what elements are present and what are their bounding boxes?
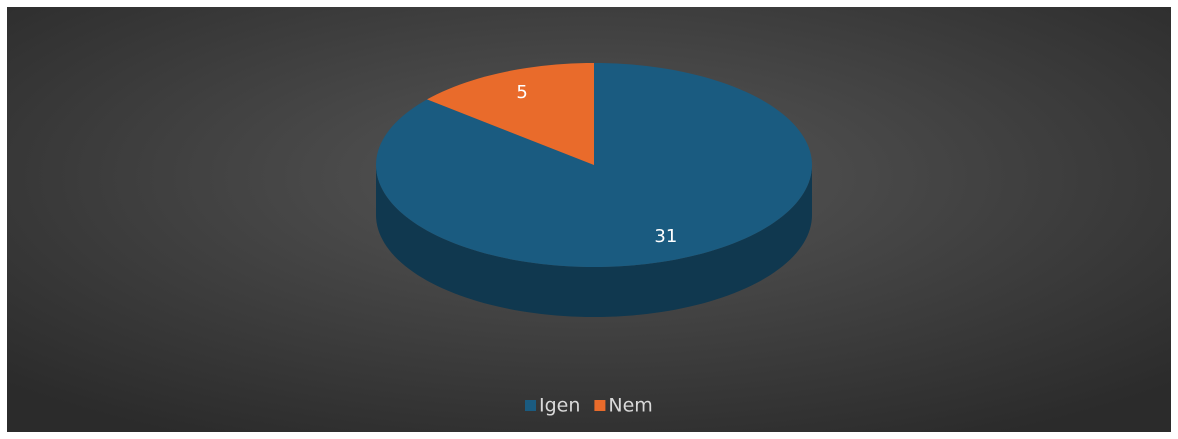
pie-slice (427, 63, 594, 165)
pie: 31 5 (376, 63, 812, 317)
legend: Igen Nem (525, 395, 653, 417)
data-label: 31 (654, 226, 677, 247)
pie-slice-side (376, 165, 812, 317)
legend-swatch (525, 400, 536, 411)
legend-label: Igen (539, 395, 580, 417)
data-label: 5 (516, 82, 527, 103)
legend-label: Nem (608, 395, 652, 417)
legend-swatch (594, 400, 606, 411)
